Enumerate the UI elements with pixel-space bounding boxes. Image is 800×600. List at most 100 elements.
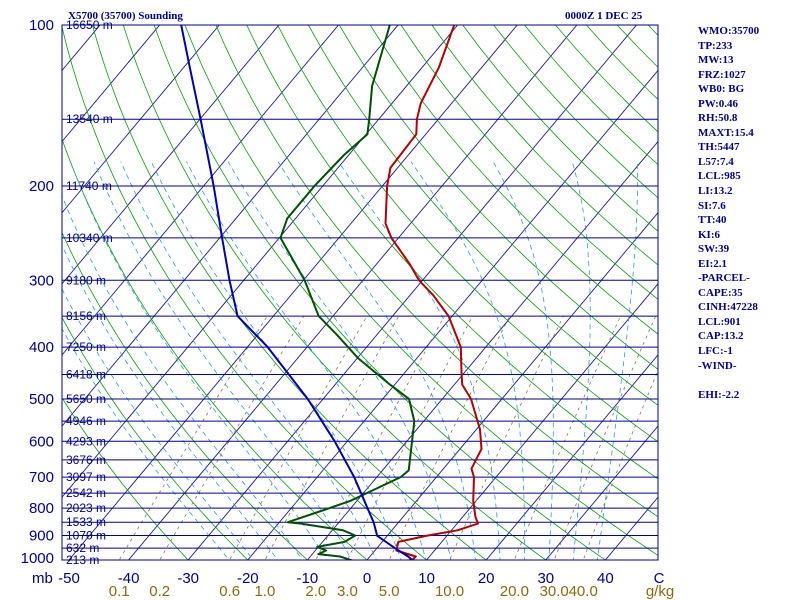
height-label: 213 m xyxy=(66,553,99,567)
sounding-timestamp: 0000Z 1 DEC 25 xyxy=(565,10,643,22)
height-label: 632 m xyxy=(66,541,99,555)
isotherm-line xyxy=(68,25,518,560)
temperature-tick-label: 30 xyxy=(537,570,554,587)
height-label: 2542 m xyxy=(66,486,106,500)
parcel-line xyxy=(180,25,413,560)
mixing-ratio-label: 10.0 xyxy=(435,583,464,600)
sounding-title: X5700 (35700) Sounding xyxy=(68,10,183,22)
dry-adiabat xyxy=(91,25,487,560)
pressure-unit-label: mb xyxy=(32,570,53,587)
height-label: 16650 m xyxy=(66,18,113,32)
moist-adiabat xyxy=(70,161,328,560)
dry-adiabat xyxy=(62,316,249,560)
index-line: TT:40 xyxy=(698,214,727,227)
temperature-tick-label: 0 xyxy=(363,570,371,587)
index-line: EHI:-2.2 xyxy=(698,388,740,401)
dry-adiabat xyxy=(122,25,547,560)
mixing-ratio-unit: g/kg xyxy=(646,583,674,600)
index-line: LI:13.2 xyxy=(698,185,733,198)
isotherm-line xyxy=(247,69,658,560)
mixing-ratio-line xyxy=(159,315,305,560)
sounding-series xyxy=(180,25,483,560)
isotherm-line xyxy=(62,25,399,427)
height-label: 10340 m xyxy=(66,231,113,245)
moist-adiabat xyxy=(410,161,525,560)
index-line: FRZ:1027 xyxy=(698,68,746,81)
height-label: 3097 m xyxy=(66,470,106,484)
height-label: 4293 m xyxy=(66,434,106,448)
mixing-ratio-label: 5.0 xyxy=(379,583,400,600)
height-label: 11740 m xyxy=(66,179,112,193)
moist-adiabat xyxy=(93,161,353,560)
isotherm-line xyxy=(0,1,1,572)
pressure-tick-label: 200 xyxy=(29,178,54,195)
temperature-tick-label: 10 xyxy=(418,570,435,587)
mixing-ratio-label: 20.0 xyxy=(500,583,529,600)
isotherm-line xyxy=(127,25,578,560)
index-line: TP:233 xyxy=(698,39,733,52)
mixing-ratio-line xyxy=(553,315,656,560)
moist-adiabat xyxy=(150,161,402,560)
index-line: -PARCEL- xyxy=(698,272,750,285)
index-line: RH:50.8 xyxy=(698,112,738,125)
background-grid xyxy=(0,1,658,572)
moist-adiabat xyxy=(492,161,554,560)
isotherm-line xyxy=(485,354,658,560)
plot-frame xyxy=(61,24,659,561)
isotherm-line xyxy=(366,211,658,560)
moist-adiabat xyxy=(571,161,591,560)
index-line: KI:6 xyxy=(698,228,720,241)
moist-adiabat xyxy=(120,161,377,560)
isotherm-line xyxy=(62,25,459,498)
index-line: CINH:47228 xyxy=(698,301,758,314)
mixing-ratio-line xyxy=(264,315,400,560)
height-label: 4946 m xyxy=(66,414,106,428)
height-label: 1533 m xyxy=(66,515,106,529)
height-label: 2023 m xyxy=(66,501,106,515)
moist-adiabat xyxy=(62,244,279,560)
temperature-tick-label: -20 xyxy=(237,570,259,587)
pressure-tick-label: 1000 xyxy=(21,550,54,567)
height-label: 13540 m xyxy=(66,112,113,126)
index-line: -WIND- xyxy=(698,359,737,372)
isotherm-line xyxy=(187,25,638,560)
height-label: 9180 m xyxy=(66,273,106,287)
index-line: LCL:985 xyxy=(698,170,741,183)
index-line: WB0: BG xyxy=(698,83,745,96)
mixing-ratio-label: 0.6 xyxy=(219,583,240,600)
index-line: L57:7.4 xyxy=(698,155,734,168)
index-line: MAXT:15.4 xyxy=(698,126,754,139)
isotherm-line xyxy=(62,25,220,214)
mixing-ratio-line xyxy=(513,315,621,560)
dry-adiabat xyxy=(62,396,189,560)
temperature-tick-label: -10 xyxy=(297,570,319,587)
mixing-ratio-line xyxy=(388,315,511,560)
mixing-ratio-label: 2.0 xyxy=(305,583,326,600)
index-line: SW:39 xyxy=(698,243,730,256)
height-label: 3676 m xyxy=(66,453,106,467)
index-line: PW:0.46 xyxy=(698,97,739,110)
index-line: WMO:35700 xyxy=(698,25,760,37)
height-label: 8156 m xyxy=(66,309,106,323)
isotherm-line xyxy=(62,25,280,285)
mixing-ratio-label: 3.0 xyxy=(337,583,358,600)
moist-adiabat xyxy=(227,161,452,560)
index-line: EI:2.1 xyxy=(698,257,728,270)
height-label: 5650 m xyxy=(66,392,106,406)
height-label: 7250 m xyxy=(66,340,106,354)
axis-labels: 16650 m 13540 m 11740 m 10340 m 9180 m 8156 m… xyxy=(21,17,675,600)
moist-adiabat xyxy=(596,161,638,560)
mixing-ratio-line xyxy=(582,369,658,560)
isotherm-line xyxy=(62,25,161,143)
temperature-tick-label: -30 xyxy=(177,570,199,587)
mixing-ratio-label: 0.2 xyxy=(149,583,170,600)
mixing-ratio-line xyxy=(449,315,564,560)
pressure-tick-label: 700 xyxy=(29,469,54,486)
mixing-ratio-line xyxy=(118,315,268,560)
mixing-ratio-label: 1.0 xyxy=(254,583,275,600)
index-line: LFC:-1 xyxy=(698,345,733,358)
index-line: CAPE:35 xyxy=(698,286,743,299)
pressure-tick-label: 300 xyxy=(29,272,54,289)
moist-adiabat xyxy=(62,288,254,560)
